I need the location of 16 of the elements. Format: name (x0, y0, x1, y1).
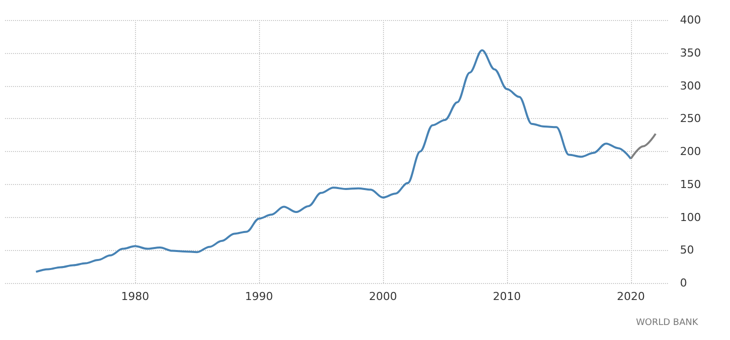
y-tick-label: 350 (680, 46, 701, 60)
x-tick-label: 2020 (616, 290, 645, 303)
x-tick-label: 2010 (492, 290, 521, 303)
y-tick-label: 0 (680, 276, 687, 290)
x-tick-label: 1990 (245, 290, 274, 303)
x-tick-label: 1980 (121, 290, 150, 303)
y-tick-label: 300 (680, 79, 701, 92)
y-tick-label: 150 (680, 178, 701, 191)
y-tick-label: 100 (680, 210, 701, 224)
y-tick-label: 200 (680, 145, 701, 158)
x-tick-label: 2000 (368, 290, 397, 303)
line-series (34, 49, 632, 273)
y-tick-label: 50 (680, 244, 694, 257)
text: WORLD BANK (636, 318, 698, 328)
y-tick-label: 250 (680, 112, 701, 126)
y-tick-label: 400 (680, 14, 701, 26)
